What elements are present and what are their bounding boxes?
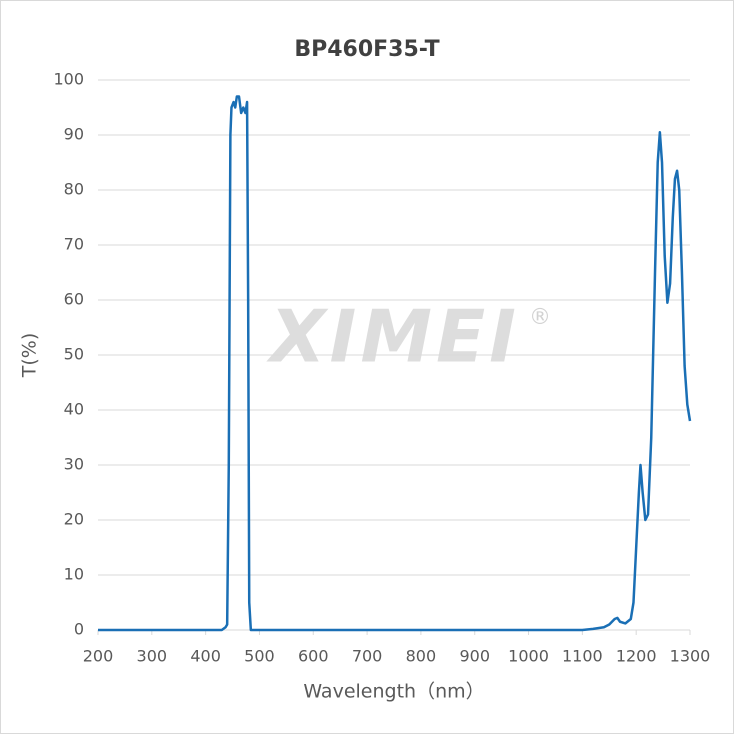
y-tick-label: 40 [64,400,84,419]
y-tick-label: 10 [64,565,84,584]
x-tick-label: 1100 [562,647,603,666]
chart-title: BP460F35-T [294,37,439,62]
y-tick-label: 90 [64,125,84,144]
x-tick-label: 200 [83,647,114,666]
x-tick-label: 600 [298,647,329,666]
x-tick-label: 800 [406,647,437,666]
x-axis-title: Wavelength（nm） [303,681,484,703]
y-axis-title: T(%) [19,333,41,379]
y-tick-label: 20 [64,510,84,529]
x-tick-label: 1300 [670,647,711,666]
y-tick-label: 80 [64,180,84,199]
x-tick-label: 400 [190,647,221,666]
x-tick-label: 1200 [616,647,657,666]
y-tick-label: 50 [64,345,84,364]
y-tick-label: 60 [64,290,84,309]
x-tick-label: 700 [352,647,383,666]
x-tick-label: 500 [244,647,275,666]
x-tick-label: 300 [137,647,168,666]
x-tick-label: 1000 [508,647,549,666]
watermark-mark: ® [529,305,551,330]
x-tick-label: 900 [459,647,490,666]
data-line [98,95,692,632]
watermark: XIMEI [266,295,520,379]
y-tick-label: 100 [53,70,84,89]
y-tick-label: 70 [64,235,84,254]
y-tick-label: 30 [64,455,84,474]
y-tick-label: 0 [74,620,84,639]
